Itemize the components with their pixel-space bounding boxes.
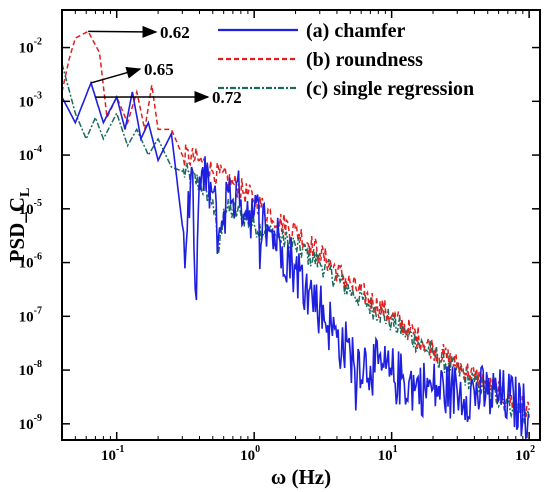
y-tick-label: 10-4 bbox=[19, 144, 42, 164]
legend-label: (c) single regression bbox=[306, 78, 474, 100]
annotation-label: 0.65 bbox=[144, 60, 174, 79]
y-tick-exponent: -4 bbox=[34, 144, 42, 155]
y-tick-exponent: -3 bbox=[34, 90, 42, 101]
x-tick-label: 102 bbox=[515, 444, 535, 464]
annotation-arrow bbox=[88, 25, 158, 38]
annotation-arrow bbox=[90, 66, 142, 84]
annotation-label: 0.72 bbox=[212, 88, 242, 107]
y-tick-label: 10-2 bbox=[19, 37, 42, 57]
x-tick-label: 101 bbox=[378, 444, 398, 464]
x-tick-exponent: 0 bbox=[255, 444, 260, 455]
y-tick-label: 10-8 bbox=[19, 359, 42, 379]
y-tick-exponent: -5 bbox=[34, 198, 42, 209]
x-tick-exponent: -1 bbox=[116, 444, 124, 455]
y-tick-label: 10-3 bbox=[19, 90, 42, 110]
y-tick-label: 10-9 bbox=[19, 413, 42, 433]
x-tick-label: 10-1 bbox=[101, 444, 124, 464]
x-tick-exponent: 1 bbox=[393, 444, 398, 455]
legend-label: (b) roundness bbox=[306, 49, 423, 71]
legend: (a) chamfer (b) roundness (c) single regre… bbox=[218, 20, 474, 100]
series-line-single-regression bbox=[61, 63, 530, 424]
annotation-label: 0.62 bbox=[160, 23, 190, 42]
y-tick-exponent: -7 bbox=[34, 305, 42, 316]
y-tick-exponent: -2 bbox=[34, 37, 42, 48]
series-layer bbox=[61, 30, 530, 440]
y-tick-exponent: -8 bbox=[34, 359, 42, 370]
y-tick-exponent: -6 bbox=[34, 252, 42, 263]
series-line-chamfer bbox=[61, 80, 530, 440]
legend-label: (a) chamfer bbox=[306, 20, 406, 42]
y-tick-label: 10-7 bbox=[19, 305, 42, 325]
ticks-layer: 10-1 100 101 10210-910-810-710-610-510-410-… bbox=[19, 10, 540, 464]
x-tick-label: 100 bbox=[240, 444, 260, 464]
y-tick-exponent: -9 bbox=[34, 413, 42, 424]
annotations-layer: 0.62 0.65 0.72 bbox=[88, 23, 242, 107]
plot-frame bbox=[61, 9, 541, 441]
x-tick-exponent: 2 bbox=[530, 444, 535, 455]
x-axis-title: ω (Hz) bbox=[271, 465, 331, 489]
y-axis-title: PSD_CL bbox=[5, 188, 33, 263]
y-axis-title-subscript: L bbox=[18, 188, 33, 197]
y-axis-title-main: PSD_C bbox=[5, 197, 29, 262]
series-line-roundness bbox=[61, 30, 530, 418]
